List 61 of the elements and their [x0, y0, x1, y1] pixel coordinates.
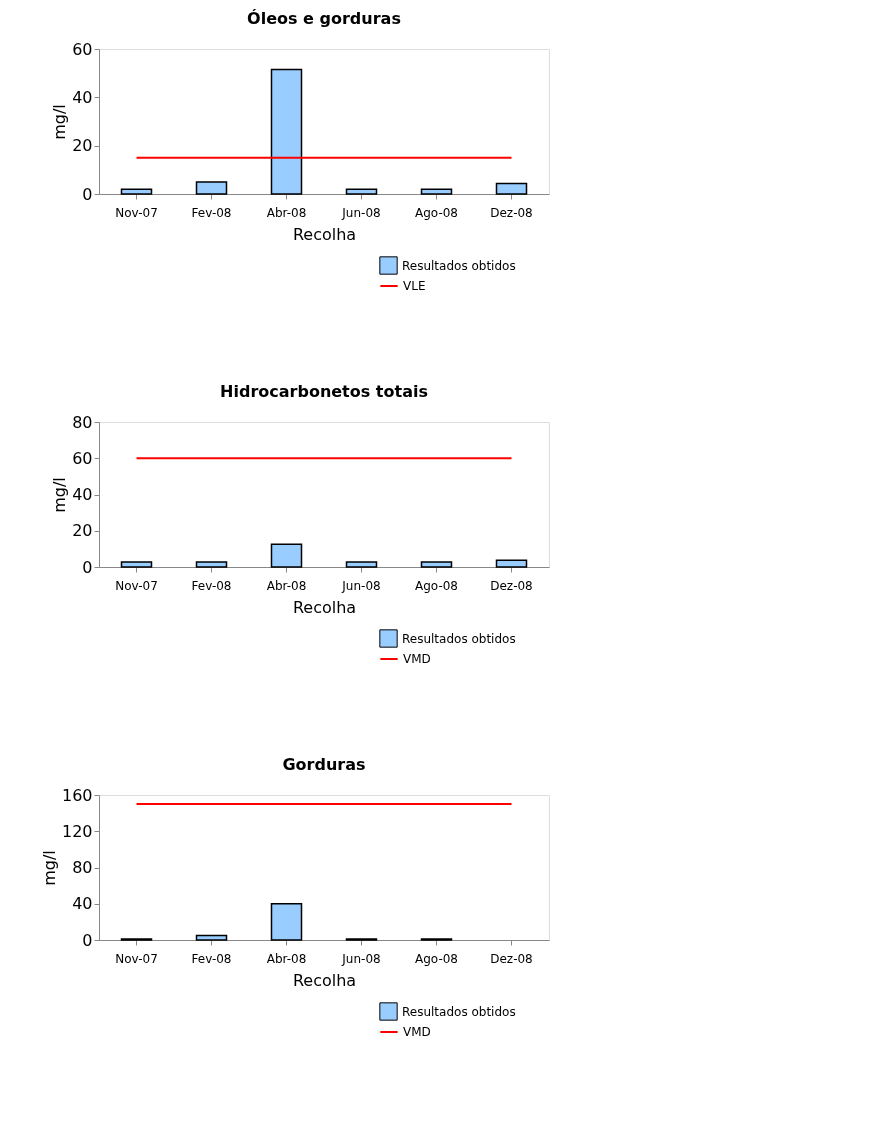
bar — [420, 561, 453, 568]
y-axis-title: mg/l — [39, 850, 59, 886]
x-tick-label: Dez-08 — [490, 205, 533, 220]
x-tick-label: Dez-08 — [490, 578, 533, 593]
x-tick-label: Ago-08 — [415, 578, 458, 593]
y-tick-label: 80 — [72, 858, 93, 877]
x-tick-label: Nov-07 — [115, 951, 158, 966]
y-tick-label: 120 — [61, 821, 93, 841]
x-axis-title: Recolha — [292, 970, 357, 990]
bar — [195, 934, 228, 941]
x-tick-label: Nov-07 — [115, 205, 158, 220]
y-tick-label: 60 — [72, 448, 93, 468]
bar — [420, 188, 453, 195]
bar — [270, 543, 303, 568]
bar — [495, 559, 528, 568]
legend-label: VMD — [403, 652, 431, 666]
y-tick-label: 20 — [72, 521, 93, 541]
x-tick-label: Ago-08 — [415, 951, 458, 966]
y-tick-label: 40 — [72, 894, 93, 914]
bar — [495, 182, 528, 195]
bar — [195, 561, 228, 568]
x-tick-label: Abr-08 — [266, 951, 307, 966]
bar — [120, 188, 153, 195]
x-tick-label: Jun-08 — [341, 205, 381, 220]
x-tick-label: Nov-07 — [115, 578, 158, 593]
chart-title: Hidrocarbonetos totais — [220, 382, 428, 401]
legend-label: Resultados obtidos — [402, 1004, 516, 1019]
bar — [345, 188, 378, 195]
y-axis-title: mg/l — [50, 477, 70, 513]
x-tick-label: Jun-08 — [341, 578, 381, 593]
y-tick-label: 20 — [72, 136, 93, 156]
bar — [270, 68, 303, 195]
y-tick-label: 40 — [72, 485, 93, 504]
y-tick-label: 80 — [72, 412, 93, 432]
chart-title: Gorduras — [282, 755, 366, 774]
y-tick-label: 60 — [72, 39, 93, 59]
bar — [120, 561, 153, 568]
y-tick-label: 0 — [82, 184, 93, 204]
y-tick-label: 40 — [72, 87, 93, 107]
x-tick-label: Jun-08 — [341, 951, 381, 966]
y-tick-label: 0 — [82, 930, 93, 950]
x-tick-label: Dez-08 — [490, 951, 533, 966]
x-tick-label: Abr-08 — [266, 578, 307, 593]
y-tick-label: 160 — [61, 785, 93, 805]
chart-title: Óleos e gorduras — [247, 9, 401, 28]
bar — [345, 561, 378, 568]
legend-label: VLE — [403, 279, 426, 293]
bar — [270, 903, 303, 941]
x-tick-label: Abr-08 — [266, 205, 307, 220]
legend-label: Resultados obtidos — [402, 258, 516, 273]
x-tick-label: Fev-08 — [191, 205, 232, 220]
x-tick-label: Ago-08 — [415, 205, 458, 220]
legend-label: Resultados obtidos — [402, 631, 516, 646]
x-axis-title: Recolha — [292, 224, 357, 244]
y-axis-title: mg/l — [50, 104, 70, 140]
x-axis-title: Recolha — [292, 597, 357, 617]
x-tick-label: Fev-08 — [191, 951, 232, 966]
x-tick-label: Fev-08 — [191, 578, 232, 593]
legend-label: VMD — [403, 1025, 431, 1039]
y-tick-label: 0 — [82, 557, 93, 577]
bar — [195, 181, 228, 195]
